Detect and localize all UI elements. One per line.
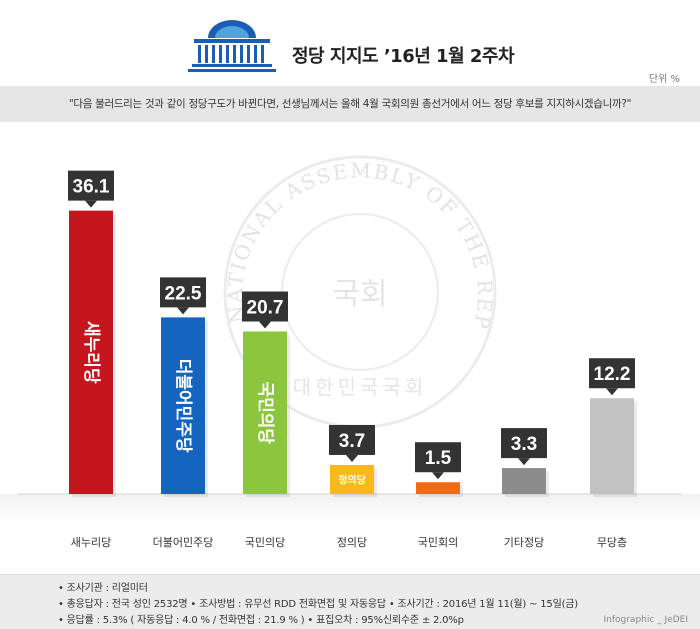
bar-group-5: 1.5 국민회의: [415, 442, 463, 549]
value-callout: [68, 170, 114, 201]
bar-group-7: 12.2 무당층: [589, 358, 637, 549]
value-callout: [589, 358, 635, 389]
footer: • 조사기관 : 리얼미터 • 총응답자 : 전국 성인 2532명 • 조사방…: [0, 574, 700, 629]
header: 정당 지지도 ’16년 1월 2주차 단위 %: [0, 0, 700, 85]
bar: [243, 331, 287, 494]
bar-party-label: 더불어민주당: [173, 359, 193, 453]
bar-party-label: 정의당: [338, 473, 366, 486]
bar: [69, 210, 113, 494]
page-title: 정당 지지도 ’16년 1월 2주차: [292, 46, 515, 67]
value-callout-pointer: [432, 472, 444, 480]
footer-credit: Infographic _ JeDEI: [603, 615, 688, 625]
value-callout-pointer: [346, 454, 358, 462]
value-callout-pointer: [85, 200, 97, 208]
footer-response-rate: • 응답률 : 5.3% ( 자동응답 : 4.0 % / 전화면접 : 21.…: [58, 615, 464, 626]
bar-group-6: 3.3 기타정당: [501, 428, 549, 549]
value-label: 12.2: [594, 364, 631, 385]
value-label: 36.1: [73, 177, 110, 198]
value-label: 20.7: [247, 298, 284, 319]
category-label: 기타정당: [504, 536, 544, 549]
bar: [502, 468, 546, 494]
category-label: 새누리당: [71, 536, 111, 549]
value-label: 3.3: [511, 434, 537, 455]
national-assembly-logo-icon: [188, 20, 276, 72]
category-label: 정의당: [337, 536, 367, 549]
category-label: 더불어민주당: [153, 536, 214, 549]
bar-party-label: 새누리당: [81, 321, 101, 384]
value-callout: [501, 428, 547, 459]
value-callout: [415, 442, 461, 473]
value-callout-pointer: [606, 388, 618, 396]
bar: [416, 482, 460, 494]
footer-source: • 조사기관 : 리얼미터: [58, 583, 148, 594]
value-callout: [242, 291, 288, 322]
category-label: 국민의당: [245, 536, 285, 549]
value-callout: [329, 424, 375, 455]
footer-method: • 총응답자 : 전국 성인 2532명 • 조사방법 : 유무선 RDD 전화…: [58, 599, 578, 610]
watermark-bottom-text: 대한민국국회: [293, 375, 427, 399]
value-callout-pointer: [259, 321, 271, 329]
value-label: 22.5: [165, 283, 202, 304]
value-callout-pointer: [177, 307, 189, 315]
category-label: 무당층: [597, 536, 627, 549]
question-background: [0, 86, 700, 122]
value-label: 3.7: [339, 431, 365, 452]
watermark-seal-text: 국회: [332, 277, 387, 312]
survey-question: "다음 불러드리는 것과 같이 정당구도가 바뀐다면, 선생님께서는 올해 4월…: [68, 98, 632, 110]
value-label: 1.5: [425, 448, 452, 469]
bar: [161, 317, 205, 494]
bar: [590, 398, 634, 494]
value-callout-pointer: [518, 458, 530, 466]
bar-chart: NATIONAL ASSEMBLY OF THE REPUBLIC OF KOR…: [0, 122, 700, 549]
unit-label: 단위 %: [648, 74, 680, 85]
value-callout: [160, 277, 206, 308]
bar-party-label: 국민의당: [255, 381, 275, 444]
bar: [330, 464, 374, 494]
chart-floor: [0, 494, 700, 524]
category-label: 국민회의: [418, 536, 458, 549]
